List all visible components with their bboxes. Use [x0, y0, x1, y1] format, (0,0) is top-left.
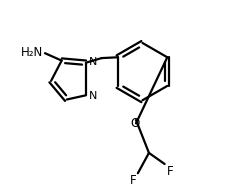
Text: F: F	[166, 165, 173, 178]
Text: N: N	[89, 91, 97, 101]
Text: N: N	[89, 57, 97, 67]
Text: F: F	[129, 174, 136, 187]
Text: H₂N: H₂N	[21, 46, 43, 59]
Text: O: O	[130, 117, 140, 130]
